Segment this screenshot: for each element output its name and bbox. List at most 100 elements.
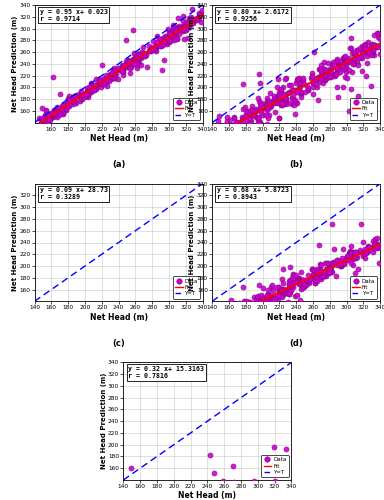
Point xyxy=(185,342,191,350)
Point xyxy=(106,350,112,358)
Point xyxy=(358,248,364,256)
Point xyxy=(276,481,283,489)
Point xyxy=(248,106,254,114)
Point xyxy=(218,310,225,318)
Point xyxy=(79,349,86,357)
Point xyxy=(110,349,116,357)
Point xyxy=(280,265,286,273)
Point xyxy=(190,15,196,23)
Point xyxy=(271,489,277,497)
Point xyxy=(215,311,221,319)
X-axis label: Net Head (m): Net Head (m) xyxy=(89,134,147,143)
Point xyxy=(349,58,356,66)
Point xyxy=(227,309,233,317)
Point xyxy=(264,292,270,300)
Point xyxy=(361,250,367,258)
Point xyxy=(333,70,339,78)
Point xyxy=(267,295,273,303)
Point xyxy=(71,358,77,366)
Point xyxy=(57,354,63,362)
Point xyxy=(190,18,197,26)
Point xyxy=(251,302,257,310)
Point xyxy=(81,356,87,364)
Point xyxy=(340,84,346,92)
Point xyxy=(84,348,91,356)
Point xyxy=(315,72,321,80)
Point xyxy=(350,248,356,256)
Point xyxy=(294,75,300,83)
Point xyxy=(102,78,108,86)
Point xyxy=(53,108,60,116)
Point xyxy=(59,105,65,113)
Point xyxy=(310,78,316,86)
Point xyxy=(134,50,140,58)
Point xyxy=(214,322,220,330)
Text: y = 0.09 x+ 28.73
r = 0.3289: y = 0.09 x+ 28.73 r = 0.3289 xyxy=(40,187,108,200)
Point xyxy=(118,65,124,73)
Point xyxy=(319,64,325,72)
Point xyxy=(199,346,205,354)
Point xyxy=(153,348,159,356)
Point xyxy=(240,311,247,319)
Point xyxy=(48,109,55,117)
Point xyxy=(310,90,316,98)
Point xyxy=(245,298,252,306)
Point xyxy=(123,356,129,364)
Point xyxy=(241,312,247,320)
Point xyxy=(290,282,296,290)
Point xyxy=(55,108,61,116)
Point xyxy=(83,90,89,98)
Point xyxy=(255,118,261,126)
Point xyxy=(281,99,287,107)
Point xyxy=(284,485,290,493)
Point xyxy=(281,290,287,298)
Point xyxy=(291,292,298,300)
Point xyxy=(326,72,333,80)
Point xyxy=(117,66,123,74)
Point xyxy=(364,52,371,60)
Point xyxy=(60,103,66,111)
Point xyxy=(281,285,287,293)
Point xyxy=(39,353,45,361)
Point xyxy=(126,353,132,361)
Point xyxy=(58,354,65,362)
Point xyxy=(318,67,324,75)
Point xyxy=(266,488,272,496)
Point xyxy=(298,286,305,294)
Point xyxy=(333,256,339,264)
Point xyxy=(255,292,261,300)
Point xyxy=(106,77,112,85)
Point xyxy=(353,51,359,59)
Point xyxy=(147,350,154,358)
Point xyxy=(341,256,347,264)
Point xyxy=(40,116,46,124)
Point xyxy=(134,61,140,69)
Point xyxy=(371,30,377,38)
Point xyxy=(69,352,75,360)
Point xyxy=(197,344,204,352)
Point xyxy=(359,54,366,62)
Point xyxy=(280,84,286,92)
Point xyxy=(370,46,376,54)
Point xyxy=(88,357,94,365)
Point xyxy=(101,351,108,359)
Point xyxy=(51,350,58,358)
Point xyxy=(167,37,174,45)
Point xyxy=(328,268,334,276)
Point xyxy=(119,348,125,356)
Point xyxy=(43,356,49,364)
Point xyxy=(316,260,323,268)
Point xyxy=(226,123,232,131)
Point xyxy=(245,498,251,500)
Point xyxy=(217,489,223,497)
Point xyxy=(276,288,282,296)
Point xyxy=(137,348,143,356)
Point xyxy=(171,340,177,347)
Point xyxy=(109,350,116,358)
Point xyxy=(321,74,328,82)
Point xyxy=(156,346,162,354)
Point xyxy=(357,44,363,52)
Point xyxy=(176,22,182,30)
Point xyxy=(126,56,132,64)
Point xyxy=(245,492,251,500)
